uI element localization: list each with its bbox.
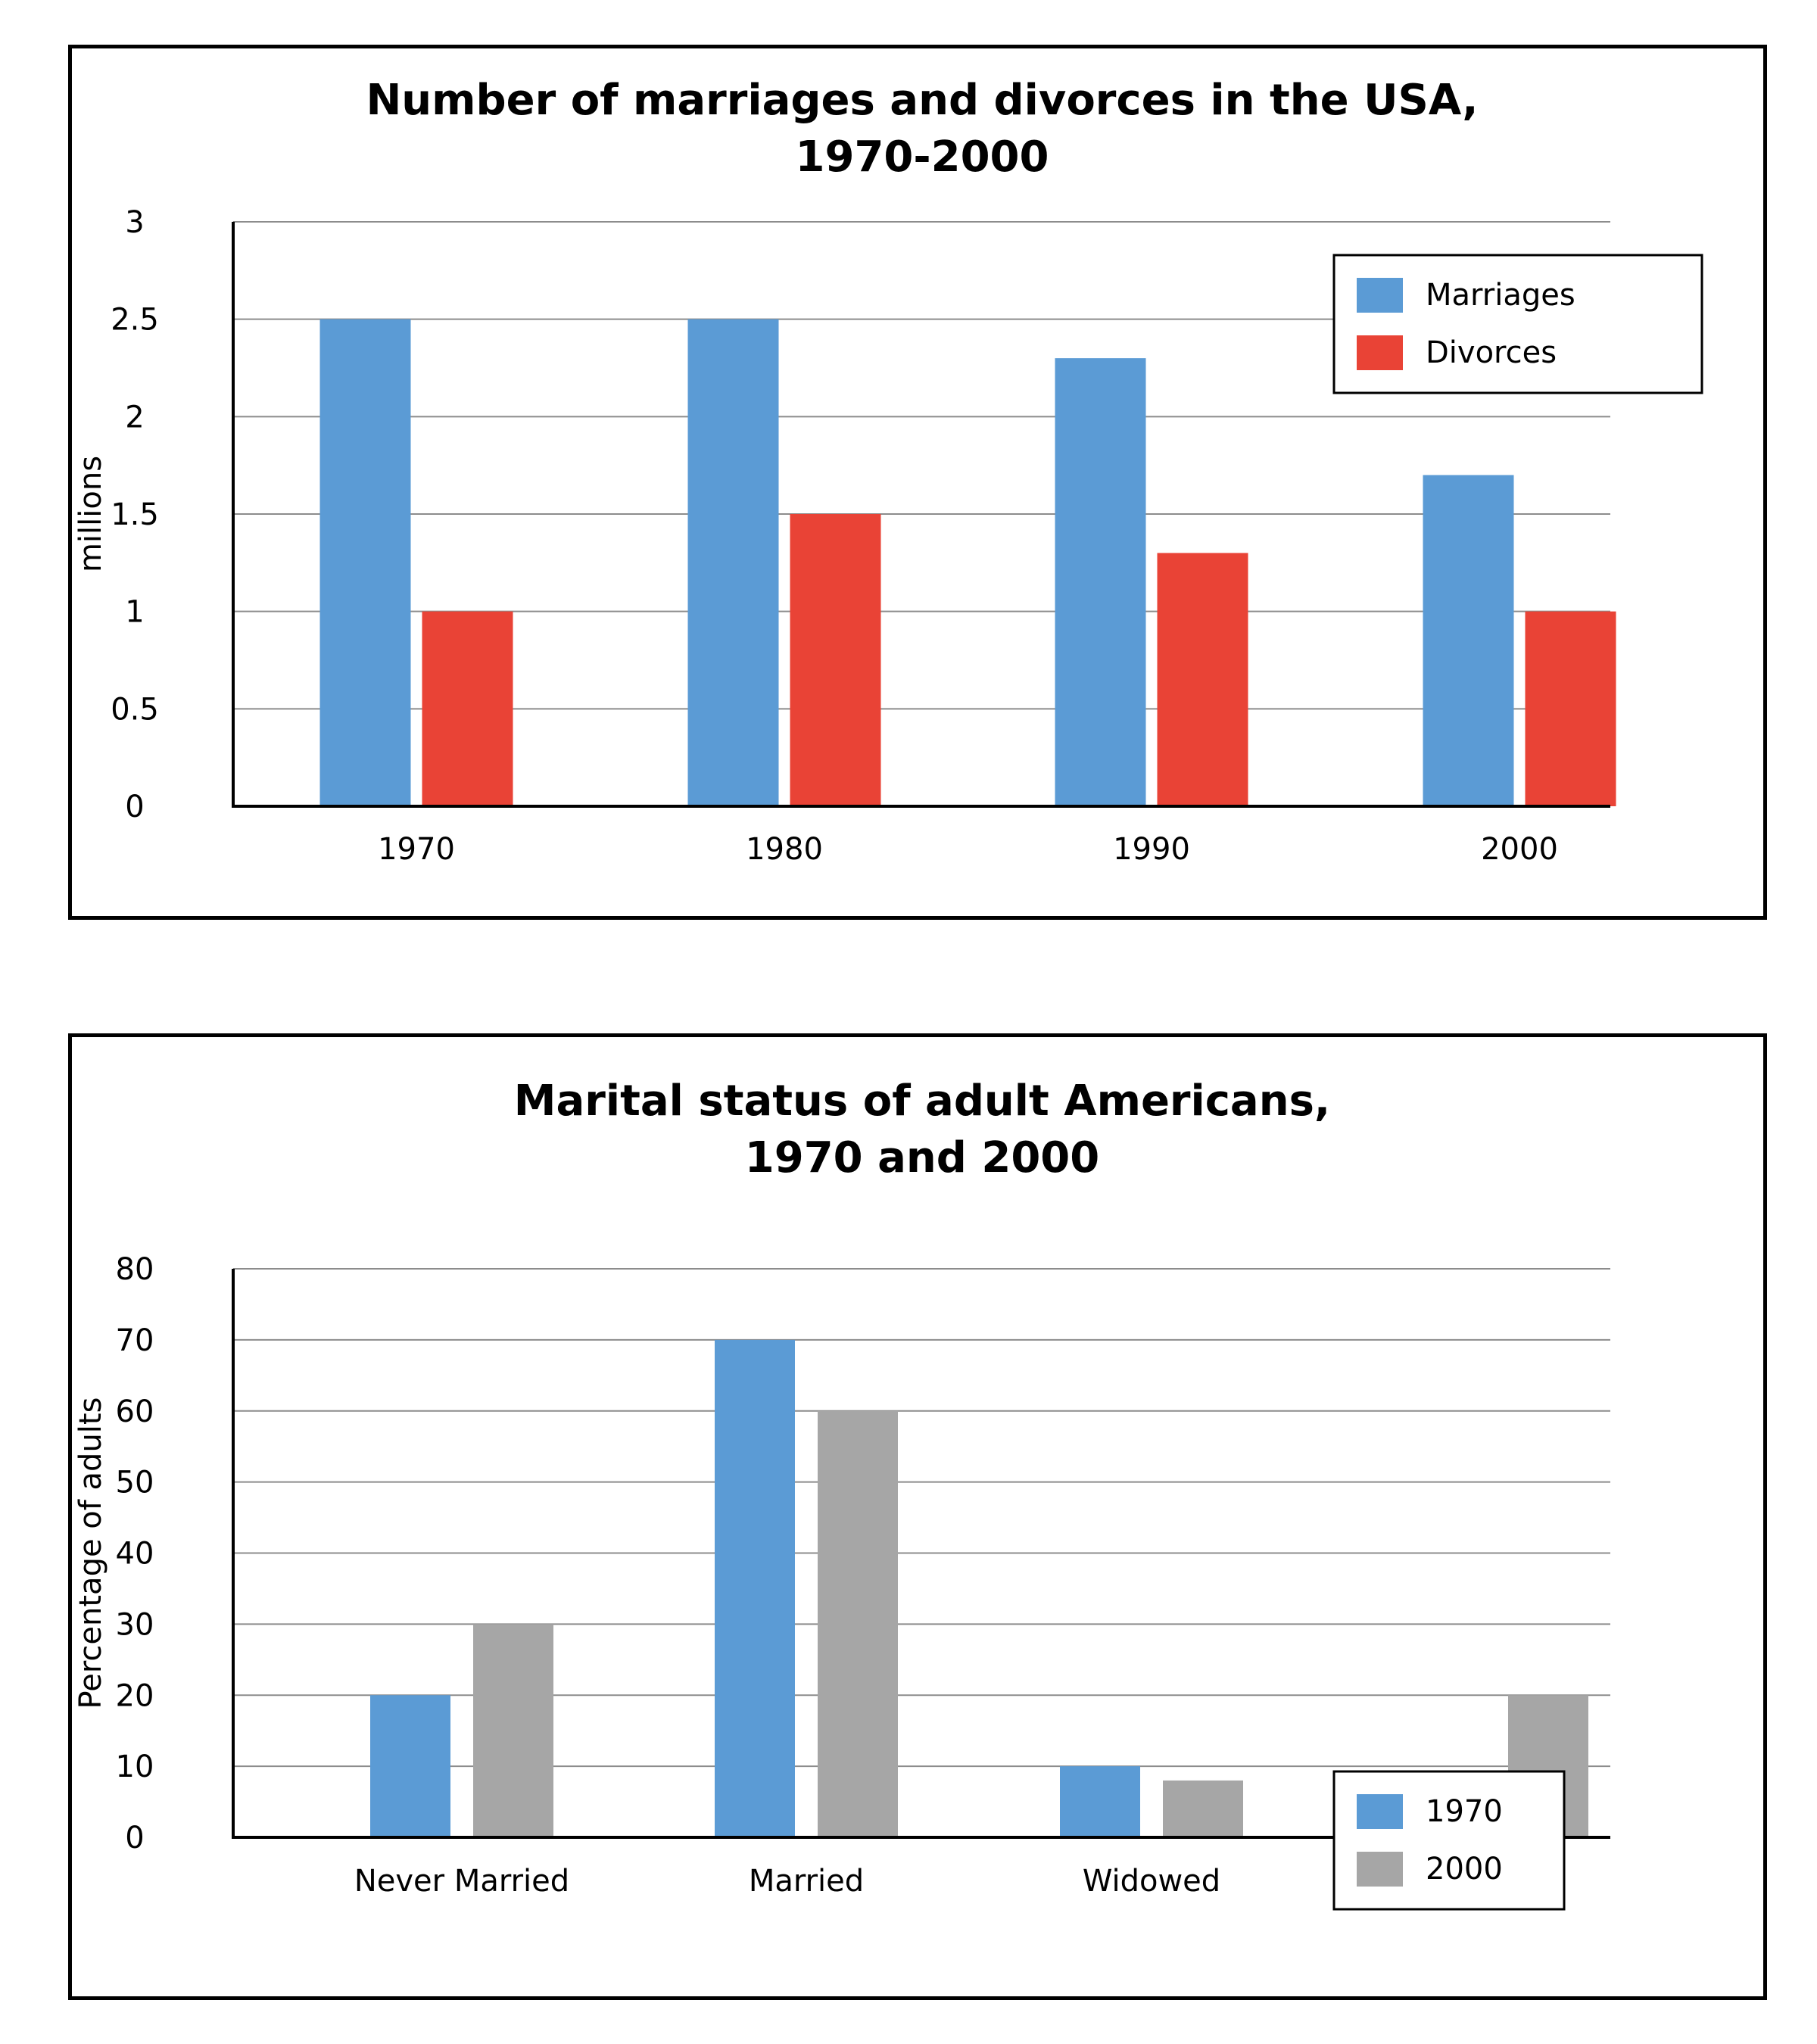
bar-2000-widowed <box>1163 1780 1243 1837</box>
y-tick-label: 60 <box>116 1394 154 1429</box>
bar-divorces-1990 <box>1157 553 1248 806</box>
bar-divorces-2000 <box>1525 611 1616 806</box>
bar-2000-never-married <box>473 1624 553 1837</box>
chart-title-line-2: 1970-2000 <box>796 132 1049 182</box>
chart-panel-marital-status: Marital status of adult Americans, 1970 a… <box>68 1033 1767 2000</box>
bar-marriages-1970 <box>319 319 411 807</box>
bar-marriages-2000 <box>1423 475 1514 806</box>
y-tick-label: 2.5 <box>111 303 159 338</box>
bar-divorces-1980 <box>790 514 881 806</box>
y-tick-label: 1 <box>125 595 144 630</box>
legend-swatch-marriages <box>1357 278 1403 313</box>
legend-label-1970: 1970 <box>1426 1794 1503 1829</box>
legend-swatch-2000 <box>1357 1852 1403 1887</box>
legend: 1970 2000 <box>1332 1770 1566 1911</box>
bar-1970-married <box>715 1339 795 1837</box>
legend: Marriages Divorces <box>1332 254 1703 394</box>
legend-box <box>1332 1770 1566 1911</box>
y-tick-label: 70 <box>116 1323 154 1358</box>
legend-swatch-divorces <box>1357 335 1403 370</box>
chart-marriages-divorces: Number of marriages and divorces in the … <box>73 76 1703 867</box>
chart-panel-marriages-divorces: Number of marriages and divorces in the … <box>68 45 1767 920</box>
bar-marriages-1990 <box>1055 358 1146 807</box>
x-tick-label: 2000 <box>1481 832 1558 867</box>
legend-swatch-1970 <box>1357 1794 1403 1829</box>
bar-2000-married <box>818 1410 898 1837</box>
chart-title-line-1: Marital status of adult Americans, <box>514 1077 1330 1126</box>
bar-1970-never-married <box>370 1695 450 1837</box>
bar-divorces-1970 <box>422 611 513 806</box>
y-tick-label: 40 <box>116 1537 154 1572</box>
y-tick-label: 0.5 <box>111 692 159 727</box>
y-axis-label: millions <box>73 456 108 572</box>
x-tick-label: Never Married <box>354 1864 569 1899</box>
bar-1970-widowed <box>1060 1766 1140 1837</box>
y-tick-label: 2 <box>125 400 144 435</box>
y-tick-label: 50 <box>116 1466 154 1500</box>
bar-marriages-1980 <box>687 319 779 807</box>
y-tick-label: 20 <box>116 1678 154 1713</box>
chart-title-line-1: Number of marriages and divorces in the … <box>366 76 1478 125</box>
y-tick-label: 0 <box>125 790 144 824</box>
legend-label-2000: 2000 <box>1426 1852 1503 1887</box>
y-tick-label: 0 <box>125 1821 144 1855</box>
y-tick-label: 80 <box>116 1252 154 1287</box>
legend-label-divorces: Divorces <box>1426 335 1557 370</box>
y-tick-label: 3 <box>125 205 144 240</box>
x-tick-label: Widowed <box>1083 1864 1220 1899</box>
x-tick-label: 1980 <box>746 832 823 867</box>
x-tick-label: Married <box>749 1864 864 1899</box>
chart-marital-status: Marital status of adult Americans, 1970 a… <box>73 1077 1610 1911</box>
legend-label-marriages: Marriages <box>1426 278 1575 313</box>
x-tick-label: 1990 <box>1113 832 1190 867</box>
legend-box <box>1332 254 1703 394</box>
y-tick-label: 30 <box>116 1607 154 1642</box>
y-axis-label: Percentage of adults <box>73 1397 108 1709</box>
y-tick-label: 1.5 <box>111 497 159 532</box>
x-tick-label: 1970 <box>378 832 455 867</box>
chart-title-line-2: 1970 and 2000 <box>745 1133 1099 1182</box>
y-tick-label: 10 <box>116 1750 154 1784</box>
